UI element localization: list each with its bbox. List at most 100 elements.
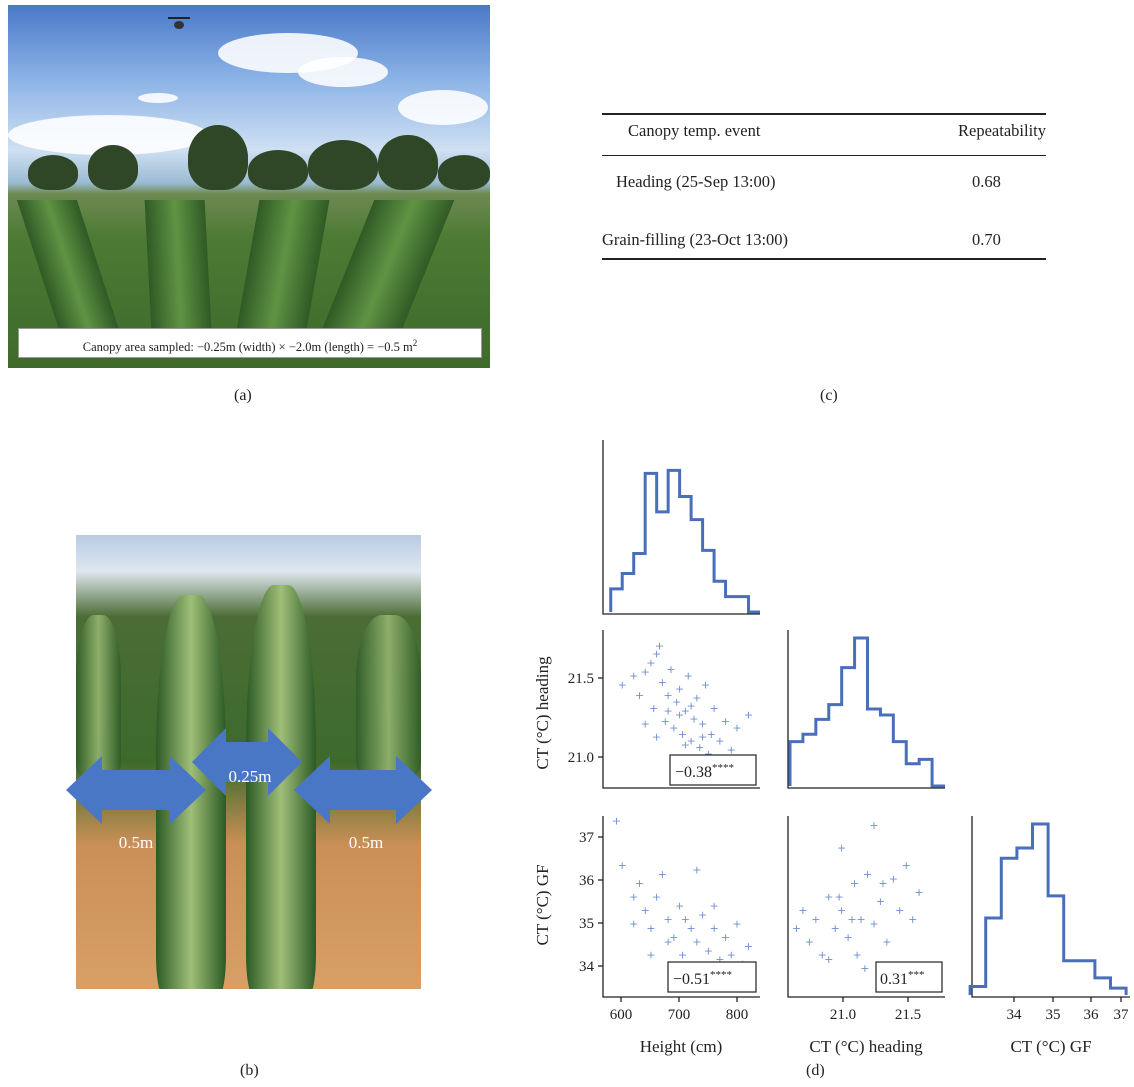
scatter-point: +: [847, 913, 856, 926]
scatter-point: +: [678, 949, 687, 962]
right-arrow-icon: [294, 756, 432, 824]
scatter-point: +: [715, 735, 724, 748]
scatter-point: +: [664, 689, 673, 702]
scatter-point: +: [837, 904, 846, 917]
tick-label: 37: [1114, 1007, 1130, 1023]
scatter-point: +: [889, 873, 898, 886]
helicopter-icon: [168, 17, 190, 29]
scatter-point: +: [860, 962, 869, 975]
scatter-point: +: [709, 900, 718, 913]
scatter-point: +: [669, 931, 678, 944]
scatter-point: +: [675, 683, 684, 696]
scatter-point: +: [666, 663, 675, 676]
scatter-point: +: [698, 718, 707, 731]
header-repeatability: Repeatability: [958, 121, 1046, 140]
scatter-point: +: [744, 940, 753, 953]
scatter-point: +: [709, 702, 718, 715]
scatter-point: +: [882, 935, 891, 948]
pair-plot: ++++++++++++++++++++++++++++++++++++++++…: [533, 440, 1130, 1056]
corr-value: −0.38: [675, 764, 712, 781]
scatter-point: +: [675, 709, 684, 722]
scatter-point: +: [629, 917, 638, 930]
svg-text:0.31***: 0.31***: [880, 969, 925, 988]
tick-label: 36: [1084, 1007, 1100, 1023]
scatter-point: +: [895, 904, 904, 917]
arrow-label-center: 0.25m: [228, 767, 272, 786]
scatter-point: +: [612, 814, 621, 827]
scatter-point: +: [652, 731, 661, 744]
panel-label-b: (b): [240, 1062, 259, 1079]
histograms: [609, 468, 1128, 995]
tick-label: 35: [579, 916, 594, 932]
scatter-point: +: [805, 935, 814, 948]
caption-superscript: 2: [412, 338, 418, 348]
panel-label-a: (a): [234, 387, 252, 404]
scatter-point: +: [798, 904, 807, 917]
scatter-point: +: [669, 722, 678, 735]
scatter-point: +: [681, 738, 690, 751]
axis-scatter-height-heading: [602, 630, 760, 789]
scatter-point: +: [853, 949, 862, 962]
scatter-point: +: [641, 904, 650, 917]
tick-label: 34: [579, 959, 595, 975]
scatter-point: +: [646, 922, 655, 935]
histogram-height: [609, 468, 760, 614]
scatter-point: +: [704, 748, 713, 761]
canopy-area-caption: Canopy area sampled: −0.25m (width) × −2…: [18, 328, 482, 358]
field-photo: [8, 5, 490, 368]
center-arrow-icon: [192, 728, 302, 796]
scatter-point: +: [727, 744, 736, 757]
y-axis-label-heading: CT (°C) heading: [533, 656, 552, 770]
scatter-point: +: [646, 657, 655, 670]
scatter-point: +: [664, 935, 673, 948]
scatter-point: +: [618, 679, 627, 692]
row-event: Grain-filling (23-Oct 13:00): [602, 230, 789, 249]
scatter-point: +: [652, 647, 661, 660]
scatter-point: +: [831, 922, 840, 935]
scatter-point: +: [692, 692, 701, 705]
scatter-point: +: [732, 722, 741, 735]
tick-label: 37: [579, 830, 595, 846]
scatter-point: +: [678, 728, 687, 741]
scatter-point: +: [721, 715, 730, 728]
scatter-point: +: [687, 922, 696, 935]
scatter-point: +: [655, 640, 664, 653]
x-axis-label-heading: CT (°C) heading: [809, 1037, 923, 1056]
axis-hist-gf: [971, 816, 1130, 998]
table-bottom-rule: [602, 258, 1046, 260]
scatter-point: +: [792, 922, 801, 935]
spacing-arrows: [66, 728, 432, 824]
xticks-heading: 21.0 21.5: [830, 997, 921, 1023]
xticks-height: 600 700 800: [610, 997, 748, 1023]
scatter-point: +: [684, 670, 693, 683]
row-value: 0.68: [972, 172, 1001, 191]
scatter-points: ++++++++++++++++++++++++++++++++++++++++…: [612, 640, 924, 976]
scatter-point: +: [664, 705, 673, 718]
tick-label: 21.5: [568, 671, 594, 687]
scatter-point: +: [707, 728, 716, 741]
tick-label: 35: [1046, 1007, 1061, 1023]
corr-box-height-heading: −0.38****: [669, 754, 757, 786]
scatter-point: +: [629, 670, 638, 683]
scatter-point: +: [658, 676, 667, 689]
svg-text:−0.38****: −0.38****: [675, 762, 734, 781]
scatter-point: +: [709, 922, 718, 935]
x-axis-label-height: Height (cm): [640, 1037, 723, 1056]
tick-label: 700: [668, 1007, 691, 1023]
scatter-point: +: [641, 666, 650, 679]
corr-stars: ****: [710, 969, 732, 981]
arrow-label-right: 0.5m: [348, 833, 384, 852]
scatter-point: +: [695, 741, 704, 754]
yticks-gf: 34 35 36 37: [579, 830, 603, 975]
xticks-gf: 34 35 36 37: [1007, 997, 1130, 1023]
scatter-point: +: [618, 859, 627, 872]
scatter-point: +: [664, 913, 673, 926]
scatter-point: +: [635, 877, 644, 890]
tick-label: 21.0: [830, 1007, 856, 1023]
scatter-point: +: [732, 917, 741, 930]
panel-label-d: (d): [806, 1062, 825, 1079]
caption-text: Canopy area sampled: −0.25m (width) × −2…: [82, 340, 413, 355]
scatter-point: +: [834, 891, 843, 904]
scatter-point: +: [869, 819, 878, 832]
scatter-point: +: [646, 949, 655, 962]
